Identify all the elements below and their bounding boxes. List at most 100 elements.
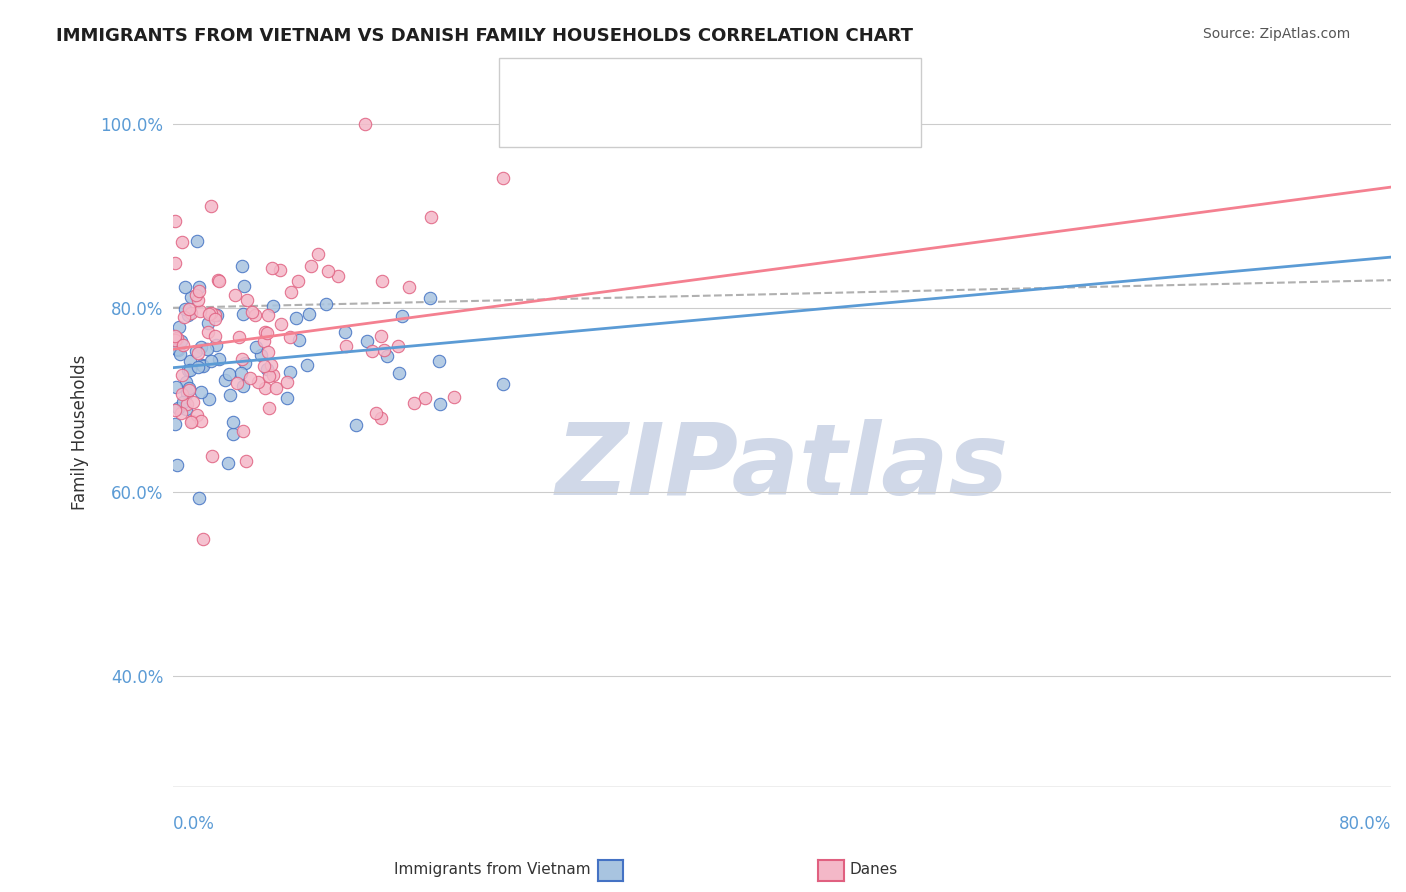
Point [250, 348, 273, 362]
Point [188, 491, 211, 505]
Point [186, 234, 208, 248]
Point [280, 285, 302, 300]
Point [222, 426, 245, 441]
Point [205, 338, 228, 352]
Point [270, 317, 292, 331]
Point [232, 378, 254, 392]
Text: 0.269: 0.269 [576, 107, 628, 125]
Point [243, 308, 266, 322]
Point [333, 325, 356, 339]
Point [288, 333, 311, 347]
Point [181, 414, 204, 428]
Text: 0.0%: 0.0% [173, 815, 215, 833]
Point [335, 339, 357, 353]
Point [218, 388, 240, 402]
Point [262, 368, 284, 382]
Point [370, 328, 392, 343]
Point [240, 305, 263, 319]
Point [170, 368, 193, 382]
Point [190, 340, 212, 354]
Text: IMMIGRANTS FROM VIETNAM VS DANISH FAMILY HOUSEHOLDS CORRELATION CHART: IMMIGRANTS FROM VIETNAM VS DANISH FAMILY… [56, 27, 914, 45]
Point [193, 533, 215, 547]
Point [180, 306, 202, 320]
Point [200, 354, 222, 368]
Point [187, 284, 209, 298]
Point [233, 356, 256, 370]
Point [179, 383, 201, 397]
Text: ZIPatlas: ZIPatlas [555, 419, 1008, 516]
Point [326, 268, 349, 283]
Point [228, 330, 250, 344]
Point [165, 380, 187, 394]
Text: N =: N = [644, 71, 681, 89]
Point [361, 343, 384, 358]
Point [287, 274, 309, 288]
Text: 86: 86 [676, 107, 699, 125]
Point [232, 307, 254, 321]
Point [177, 381, 200, 395]
Point [402, 396, 425, 410]
Point [163, 213, 186, 227]
Point [398, 280, 420, 294]
Point [278, 365, 301, 379]
Point [204, 312, 226, 326]
Text: R =: R = [544, 71, 581, 89]
Point [190, 384, 212, 399]
Point [370, 411, 392, 425]
Point [371, 274, 394, 288]
Point [166, 458, 188, 472]
Point [253, 359, 276, 373]
Point [375, 350, 398, 364]
Point [198, 392, 221, 406]
Point [218, 368, 240, 382]
Point [170, 406, 193, 420]
Point [231, 366, 253, 380]
Point [221, 415, 243, 429]
Point [207, 308, 229, 322]
Point [170, 235, 193, 250]
Text: N =: N = [644, 107, 681, 125]
Text: 70: 70 [676, 71, 699, 89]
Point [188, 280, 211, 294]
Point [236, 293, 259, 308]
Point [245, 340, 267, 354]
Point [366, 406, 388, 420]
Point [297, 358, 319, 372]
Point [190, 358, 212, 372]
Point [253, 325, 276, 339]
Point [187, 346, 209, 360]
Point [276, 375, 298, 389]
Point [443, 391, 465, 405]
Point [256, 344, 278, 359]
Text: 80.0%: 80.0% [1339, 815, 1391, 833]
Point [318, 264, 340, 278]
Point [166, 343, 188, 358]
Point [166, 343, 188, 357]
Point [492, 171, 515, 186]
Point [276, 391, 298, 405]
Point [186, 288, 208, 302]
Point [269, 263, 291, 277]
Point [299, 259, 322, 273]
Point [169, 347, 191, 361]
Point [176, 385, 198, 400]
Point [224, 287, 246, 301]
Point [232, 424, 254, 438]
Point [247, 375, 270, 389]
Point [163, 256, 186, 270]
Point [239, 371, 262, 385]
Point [204, 328, 226, 343]
Point [266, 381, 288, 395]
Text: Danes: Danes [849, 863, 897, 877]
Point [163, 329, 186, 343]
Point [492, 376, 515, 391]
Point [191, 359, 214, 374]
Point [419, 210, 441, 224]
Point [217, 457, 239, 471]
Point [315, 297, 337, 311]
Point [231, 351, 253, 366]
Point [197, 325, 219, 339]
Point [207, 273, 229, 287]
Point [173, 280, 195, 294]
Point [201, 449, 224, 463]
